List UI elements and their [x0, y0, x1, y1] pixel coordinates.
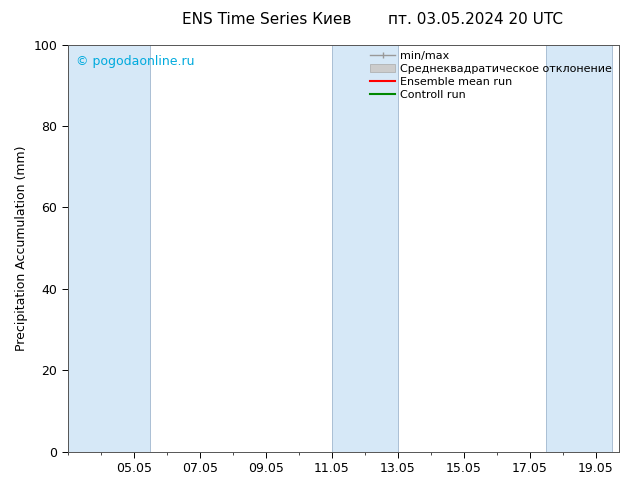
Text: пт. 03.05.2024 20 UTC: пт. 03.05.2024 20 UTC [388, 12, 563, 27]
Y-axis label: Precipitation Accumulation (mm): Precipitation Accumulation (mm) [15, 146, 28, 351]
Legend: min/max, Среднеквадратическое отклонение, Ensemble mean run, Controll run: min/max, Среднеквадратическое отклонение… [366, 47, 617, 104]
Bar [547, 45, 612, 452]
Text: ENS Time Series Киев: ENS Time Series Киев [181, 12, 351, 27]
Bar [68, 45, 150, 452]
Text: © pogodaonline.ru: © pogodaonline.ru [76, 55, 195, 68]
Bar [332, 45, 398, 452]
